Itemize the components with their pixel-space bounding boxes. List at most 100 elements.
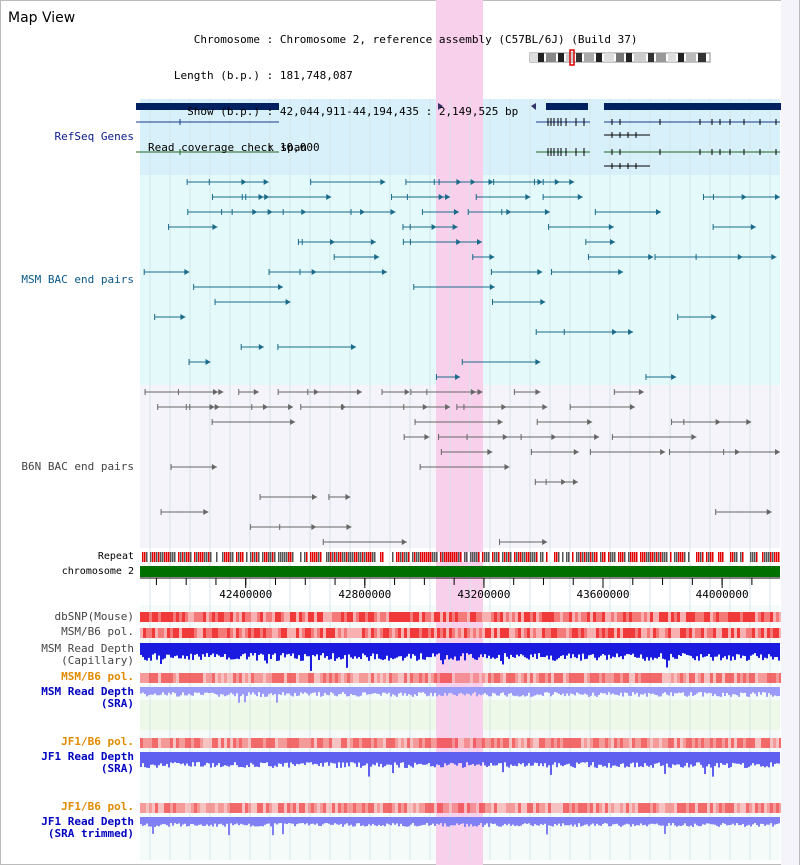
msm-b6-pol2-cell: [554, 673, 557, 683]
msm-depth-sra-bar: [546, 687, 548, 693]
jf1-depth-trimmed-bar: [350, 817, 352, 825]
msm-b6-pol-cell: [275, 628, 278, 638]
dbsnp-cell: [254, 612, 257, 622]
repeat-block: [654, 552, 656, 562]
msm-b6-pol2-cell: [524, 673, 527, 683]
jf1-depth-trimmed-bar: [344, 817, 346, 825]
msm-b6-pol-cell: [227, 628, 230, 638]
msm-b6-pol-cell: [482, 628, 485, 638]
repeat-block: [144, 552, 146, 562]
msm-b6-pol-cell: [476, 628, 479, 638]
b6n-bac-pair-end: [313, 389, 319, 395]
repeat-block: [226, 552, 228, 562]
repeat-block: [486, 552, 488, 562]
repeat-block: [390, 552, 392, 562]
dbsnp-cell: [380, 612, 383, 622]
msm-b6-pol-cell: [620, 628, 623, 638]
repeat-block: [404, 552, 406, 562]
msm-b6-pol2-cell: [425, 673, 428, 683]
msm-depth-capillary-bar: [254, 643, 256, 654]
jf1-depth-trimmed-bar: [664, 817, 666, 834]
repeat-block: [578, 552, 580, 562]
msm-b6-pol2-cell: [569, 673, 572, 683]
label-refseq-genes[interactable]: RefSeq Genes: [54, 130, 134, 143]
jf1-b6-pol-cell: [584, 738, 587, 748]
jf1-b6-pol-cell: [323, 738, 326, 748]
msm-depth-sra-bar: [148, 687, 150, 695]
jf1-b6-pol-cell: [224, 738, 227, 748]
jf1-depth-sra-bar: [284, 752, 286, 764]
repeat-block: [246, 552, 248, 562]
jf1-b6-pol2-cell: [242, 803, 245, 813]
msm-b6-pol-cell: [524, 628, 527, 638]
jf1-b6-pol2-cell: [767, 803, 770, 813]
repeat-block: [314, 552, 316, 562]
msm-b6-pol-cell: [155, 628, 158, 638]
jf1-depth-trimmed-bar: [244, 817, 246, 826]
jf1-b6-pol-cell: [320, 738, 323, 748]
msm-b6-pol2-cell: [422, 673, 425, 683]
repeat-block: [710, 552, 712, 562]
msm-b6-pol2-cell: [668, 673, 671, 683]
b6n-bac-pair-end: [218, 389, 224, 395]
b6n-bac-pair-end: [734, 449, 740, 455]
msm-depth-capillary-bar: [396, 643, 398, 658]
label-msm-bac[interactable]: MSM BAC end pairs: [21, 273, 134, 286]
msm-b6-pol2-cell: [209, 673, 212, 683]
jf1-b6-pol-cell: [395, 738, 398, 748]
jf1-b6-pol2-cell: [686, 803, 689, 813]
msm-depth-capillary-bar: [208, 643, 210, 657]
msm-depth-sra-bar: [756, 687, 758, 697]
jf1-depth-sra-bar: [536, 752, 538, 764]
msm-b6-pol-cell: [329, 628, 332, 638]
repeat-block: [584, 552, 586, 562]
jf1-depth-sra-bar: [526, 752, 528, 766]
jf1-depth-trimmed-bar: [518, 817, 520, 827]
repeat-block: [772, 552, 774, 562]
msm-b6-pol2-cell: [140, 673, 143, 683]
jf1-b6-pol2-cell: [443, 803, 446, 813]
msm-depth-sra-bar: [360, 687, 362, 696]
jf1-b6-pol-cell: [182, 738, 185, 748]
label-b6n-bac[interactable]: B6N BAC end pairs: [21, 460, 134, 473]
jf1-depth-trimmed-bar: [652, 817, 654, 824]
jf1-depth-trimmed-bar: [656, 817, 658, 824]
msm-b6-pol2-cell: [512, 673, 515, 683]
jf1-b6-pol-cell: [635, 738, 638, 748]
jf1-depth-trimmed-bar: [630, 817, 632, 827]
repeat-block: [360, 552, 362, 562]
msm-depth-capillary-bar: [568, 643, 570, 654]
jf1-depth-trimmed-bar: [172, 817, 174, 826]
jf1-b6-pol2-cell: [275, 803, 278, 813]
msm-depth-sra-bar: [544, 687, 546, 693]
repeat-block: [180, 552, 182, 562]
jf1-b6-pol-cell: [305, 738, 308, 748]
dbsnp-cell: [236, 612, 239, 622]
jf1-depth-trimmed-bar: [736, 817, 738, 824]
jf1-depth-trimmed-bar: [322, 817, 324, 825]
repeat-block: [740, 552, 742, 562]
jf1-b6-pol-cell: [575, 738, 578, 748]
jf1-depth-sra-bar: [256, 752, 258, 767]
msm-depth-capillary-bar: [768, 643, 770, 655]
info-show: Show (b.p.) : 42,044,911-44,194,435 : 2,…: [187, 105, 519, 118]
msm-b6-pol2-cell: [293, 673, 296, 683]
repeat-block: [142, 552, 144, 562]
msm-depth-capillary-bar: [288, 643, 290, 654]
repeat-block: [544, 552, 546, 562]
jf1-depth-trimmed-bar: [368, 817, 370, 825]
repeat-block: [410, 552, 412, 562]
repeat-block: [440, 552, 442, 562]
repeat-block: [484, 552, 486, 562]
msm-depth-capillary-bar: [186, 643, 188, 657]
repeat-block: [674, 552, 676, 562]
msm-b6-pol-cell: [491, 628, 494, 638]
msm-depth-sra-bar: [622, 687, 624, 697]
repeat-block: [568, 552, 570, 562]
jf1-depth-trimmed-bar: [528, 817, 530, 824]
info-coverage: Read coverage check span : 10,000: [148, 141, 320, 154]
dbsnp-cell: [290, 612, 293, 622]
b6n-bac-pair-end: [501, 404, 507, 410]
msm-b6-pol-cell: [554, 628, 557, 638]
